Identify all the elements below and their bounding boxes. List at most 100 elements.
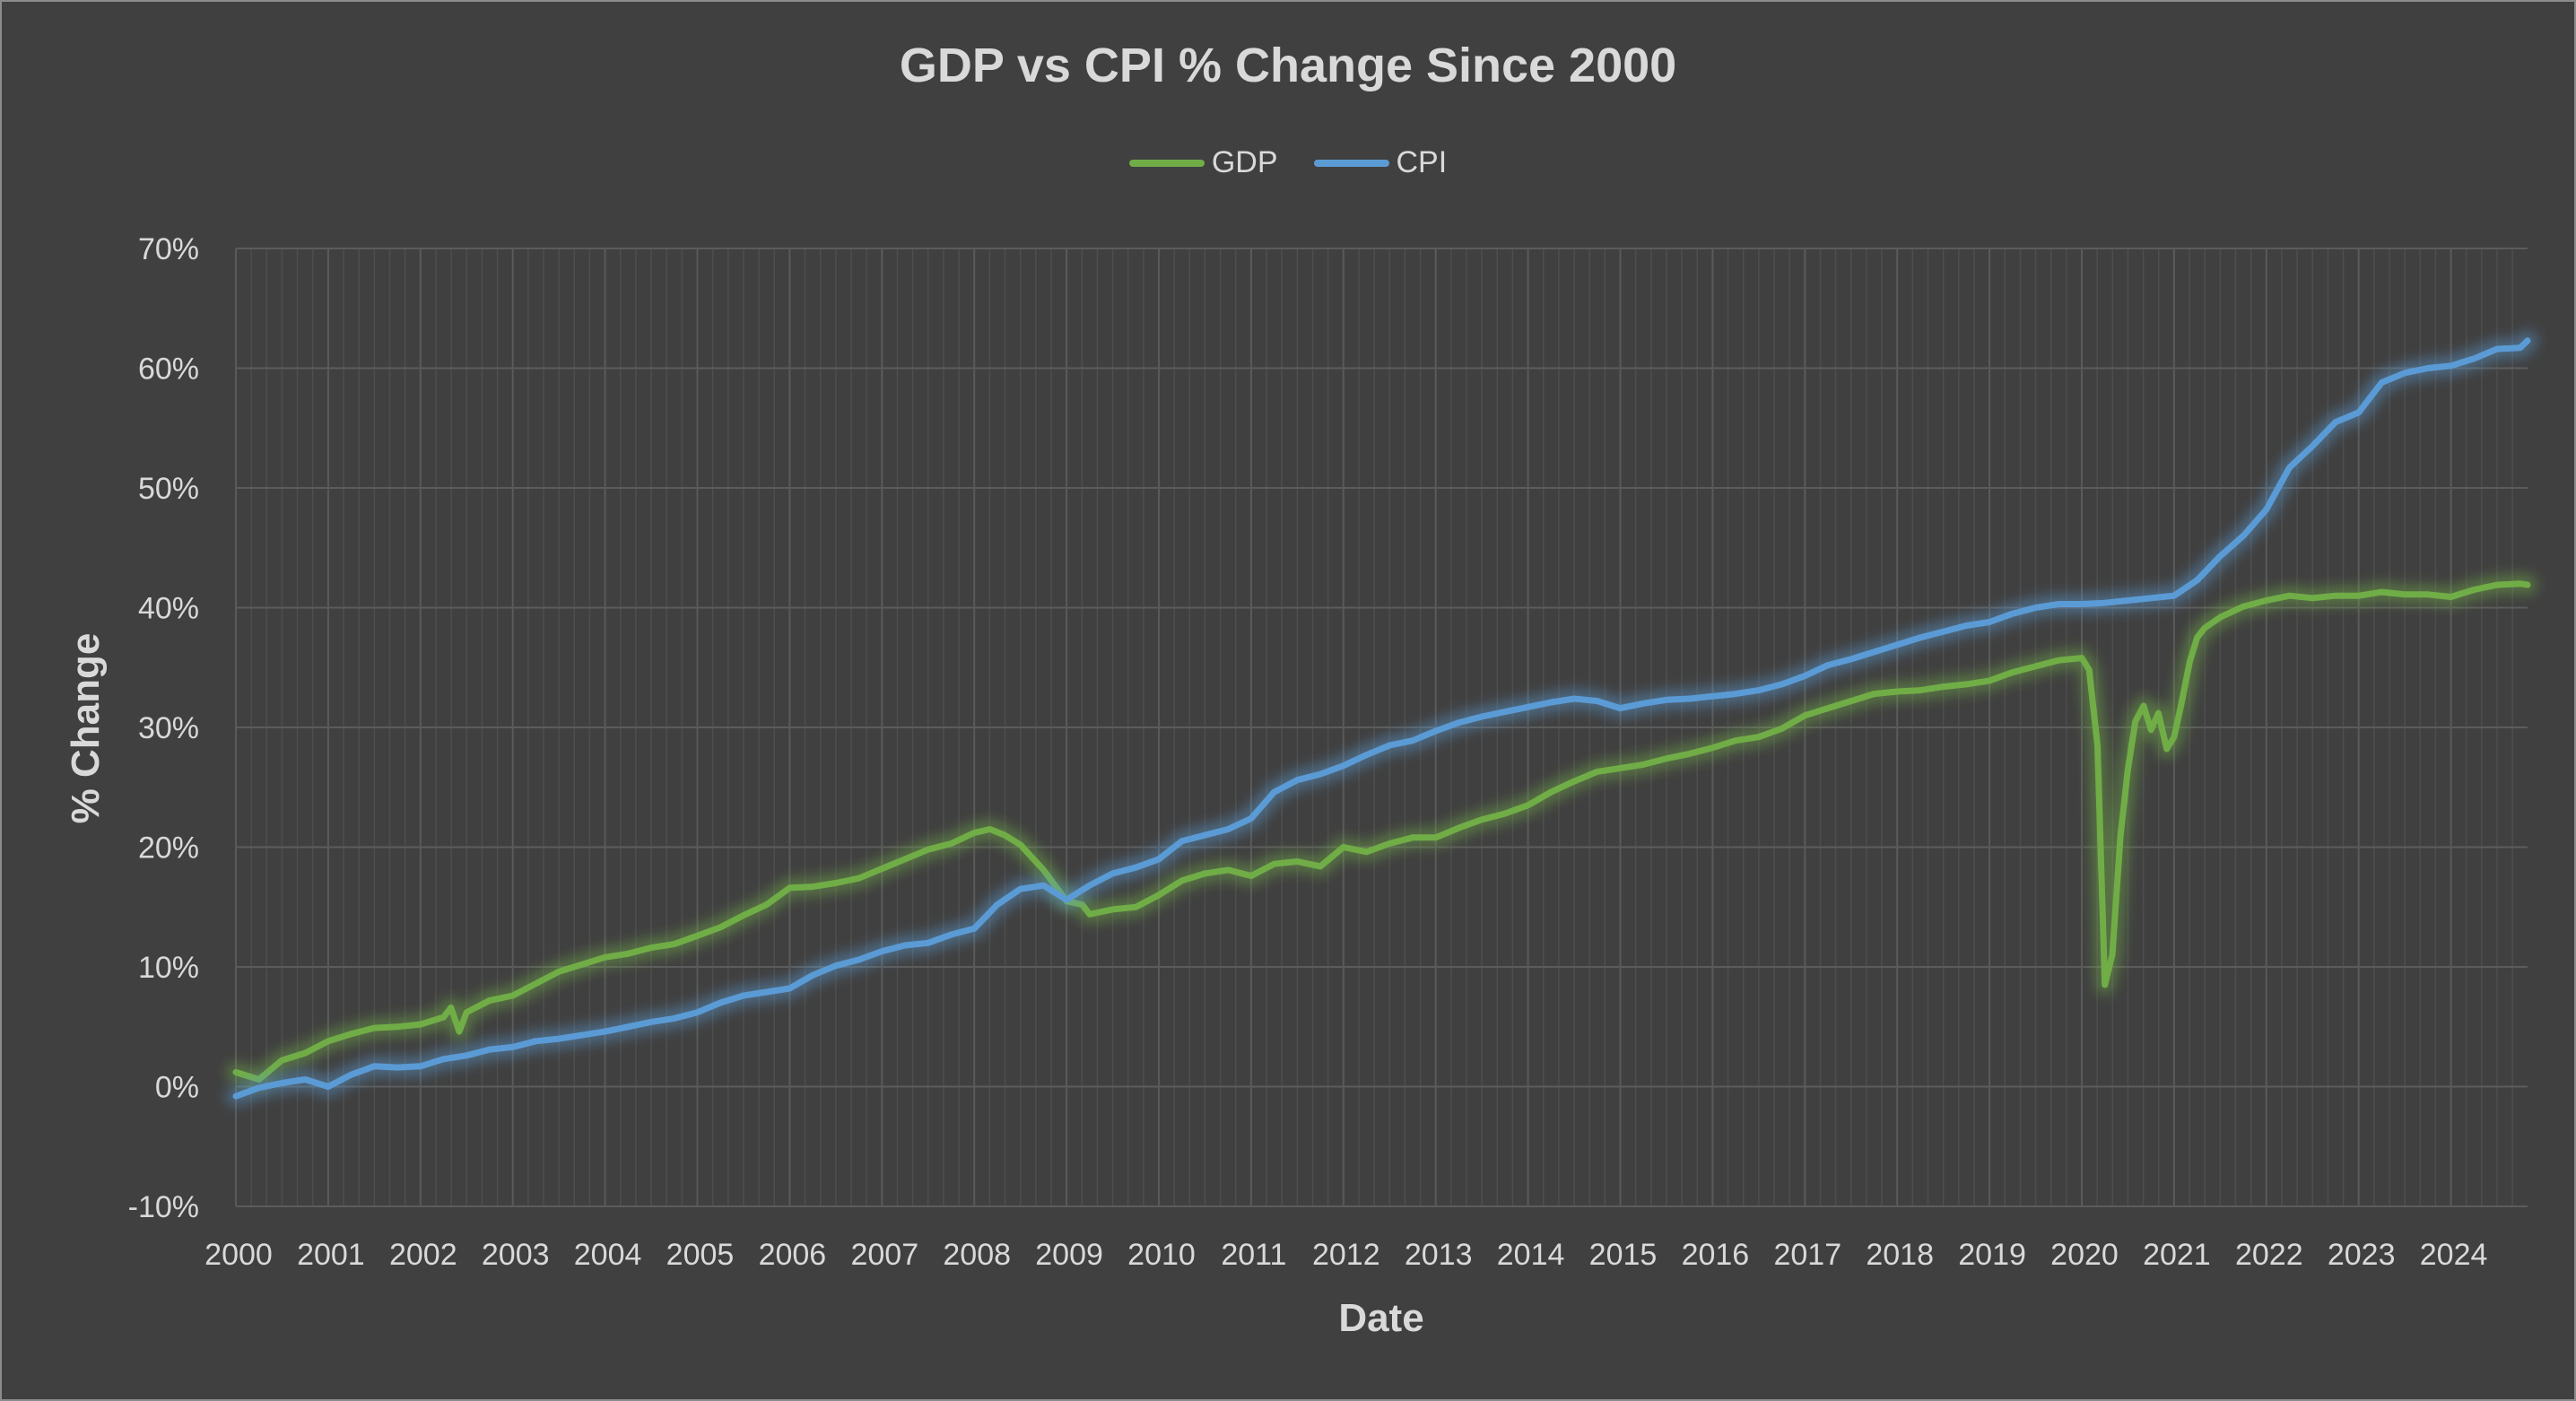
- cpi-point: [1433, 729, 1438, 733]
- gdp-point: [1526, 803, 1530, 807]
- cpi-point: [326, 1084, 330, 1089]
- cpi-point: [1041, 883, 1046, 888]
- cpi-point: [2425, 366, 2430, 370]
- cpi-point: [1065, 898, 1069, 902]
- series-lines: [226, 330, 2537, 1107]
- x-tick-label: 2019: [1958, 1238, 2026, 1272]
- cpi-point: [2403, 370, 2407, 375]
- gdp-point: [764, 902, 769, 907]
- y-tick-label: 60%: [138, 352, 199, 387]
- cpi-point: [672, 1016, 676, 1021]
- x-tick-label: 2003: [482, 1238, 550, 1272]
- cpi-point: [903, 944, 907, 947]
- cpi-point: [1502, 709, 1507, 714]
- cpi-point: [2102, 601, 2107, 605]
- cpi-point: [2057, 602, 2061, 606]
- cpi-point: [741, 994, 745, 997]
- gdp-point: [672, 942, 676, 946]
- cpi-point: [880, 949, 884, 953]
- cpi-point: [257, 1085, 261, 1090]
- gdp-point: [2156, 711, 2161, 715]
- gdp-point: [1734, 738, 1738, 743]
- cpi-point: [510, 1045, 515, 1049]
- gdp-point: [2188, 659, 2192, 664]
- legend-item-cpi: CPI: [1313, 145, 1448, 180]
- cpi-point: [1687, 697, 1692, 700]
- gdp-point: [2110, 953, 2114, 957]
- cpi-point: [603, 1030, 607, 1034]
- cpi-point: [764, 990, 769, 994]
- gdp-point: [1549, 790, 1553, 795]
- gdp-point: [2080, 656, 2084, 660]
- cpi-point: [2195, 578, 2199, 582]
- gdp-point: [2010, 670, 2015, 674]
- x-axis-title: Date: [1338, 1296, 1423, 1340]
- x-tick-label: 2016: [1682, 1238, 1750, 1272]
- cpi-point: [2287, 466, 2292, 470]
- x-tick-label: 2023: [2328, 1238, 2396, 1272]
- cpi-point: [1826, 663, 1830, 667]
- gdp-point: [396, 1024, 400, 1029]
- gdp-point: [833, 881, 838, 885]
- x-axis-ticks: 2000 2001 2002 2003 2004 2005 2006 2007 2008 2009…: [205, 1238, 2487, 1272]
- x-tick-label: 2001: [297, 1238, 365, 1272]
- gdp-point: [1988, 678, 1992, 683]
- cpi-point: [1641, 701, 1646, 706]
- x-tick-label: 2021: [2143, 1238, 2211, 1272]
- cpi-point: [1480, 715, 1484, 718]
- cpi-point: [2472, 356, 2476, 361]
- cpi-point: [1526, 705, 1530, 709]
- gdp-line: [232, 580, 2531, 1083]
- legend-label-cpi: CPI: [1396, 145, 1448, 179]
- x-tick-label: 2004: [574, 1238, 642, 1272]
- cpi-point: [1411, 738, 1414, 743]
- cpi-point: [2241, 534, 2246, 538]
- cpi-point: [1364, 753, 1369, 757]
- cpi-point: [1780, 682, 1784, 686]
- gdp-point: [2095, 744, 2100, 747]
- cpi-point: [1618, 706, 1623, 710]
- gdp-point: [1687, 752, 1692, 756]
- gdp-point: [1710, 745, 1715, 750]
- y-tick-label: 0%: [155, 1071, 199, 1105]
- gdp-point: [1803, 713, 1807, 718]
- gdp-point: [788, 885, 792, 890]
- gdp-point: [1618, 766, 1623, 770]
- gdp-point: [1157, 892, 1161, 897]
- cpi-point: [1272, 790, 1276, 795]
- cpi-point: [2080, 602, 2084, 606]
- cpi-point: [1734, 692, 1738, 696]
- gdp-point: [1572, 779, 1576, 784]
- cpi-point: [1756, 688, 1761, 692]
- cpi-point: [349, 1073, 353, 1077]
- x-tick-label: 2024: [2420, 1238, 2488, 1272]
- gdp-point: [441, 1015, 446, 1020]
- cpi-point: [2149, 596, 2154, 600]
- x-tick-label: 2014: [1497, 1238, 1565, 1272]
- cpi-point: [1918, 635, 1922, 640]
- cpi-point: [557, 1037, 561, 1041]
- gdp-point: [1087, 912, 1092, 917]
- gdp-point: [1179, 878, 1184, 883]
- cpi-point: [2449, 363, 2453, 368]
- gdp-point: [1134, 905, 1138, 909]
- cpi-point: [1179, 839, 1184, 843]
- gdp-point: [1826, 706, 1830, 710]
- gdp-point: [2311, 596, 2315, 600]
- x-tick-label: 2007: [850, 1238, 918, 1272]
- cpi-point: [1110, 871, 1115, 875]
- gdp-point: [949, 841, 953, 846]
- cpi-point: [2171, 594, 2176, 598]
- gdp-point: [1388, 841, 1392, 846]
- gdp-point: [695, 934, 700, 938]
- gdp-point: [457, 1030, 461, 1034]
- gdp-point: [1595, 770, 1599, 774]
- cpi-point: [1388, 744, 1392, 747]
- gdp-point: [234, 1070, 238, 1075]
- cpi-point: [1895, 642, 1900, 647]
- gdp-point: [1756, 735, 1761, 739]
- gdp-point: [2133, 719, 2137, 724]
- gdp-point: [579, 962, 584, 967]
- gdp-point: [349, 1031, 353, 1036]
